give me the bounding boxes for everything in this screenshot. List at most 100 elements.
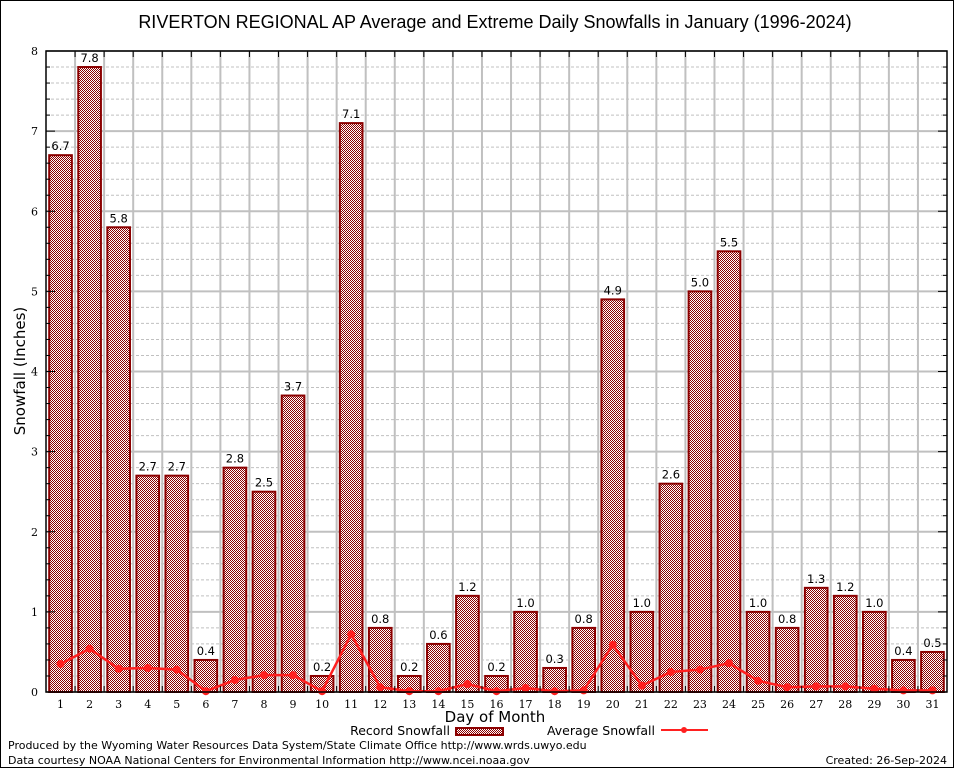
x-tick-label: 11	[344, 698, 358, 711]
bar-label-day-4: 2.7	[139, 460, 157, 474]
chart-title: RIVERTON REGIONAL AP Average and Extreme…	[138, 12, 851, 32]
average-point-day-7	[230, 675, 239, 684]
bar-day-20	[600, 298, 626, 693]
x-tick-label: 27	[809, 698, 823, 711]
average-point-day-31	[928, 686, 937, 695]
y-tick-labels: 0 1 2 3 4 5 6 7 8	[31, 45, 38, 699]
bar-day-26	[774, 626, 800, 694]
average-point-day-14	[434, 687, 443, 696]
bar-day-8	[251, 490, 277, 693]
x-tick-label: 2	[86, 698, 93, 711]
record-bars	[48, 66, 945, 694]
bar-label-day-21: 1.0	[633, 596, 651, 610]
average-point-day-6	[201, 687, 210, 696]
bar-day-4	[135, 474, 161, 693]
bar-label-day-25: 1.0	[749, 596, 767, 610]
bar-label-day-24: 5.5	[720, 235, 738, 249]
x-tick-label: 7	[231, 698, 238, 711]
x-tick-label: 8	[260, 698, 267, 711]
footer-data-courtesy: Data courtesy NOAA National Centers for …	[8, 754, 530, 767]
bar-label-day-5: 2.7	[168, 460, 186, 474]
grid	[46, 50, 947, 693]
bar-day-5	[164, 474, 190, 693]
x-tick-label: 14	[431, 698, 445, 711]
bar-day-22	[658, 482, 684, 693]
average-point-day-4	[143, 663, 152, 672]
bar-day-31	[920, 650, 945, 693]
bar-label-day-16: 0.2	[487, 660, 505, 674]
y-tick-label: 6	[31, 205, 38, 218]
footer-produced-by: Produced by the Wyoming Water Resources …	[8, 739, 587, 752]
average-point-day-29	[870, 684, 879, 693]
bar-label-day-29: 1.0	[865, 596, 883, 610]
bar-label-day-17: 1.0	[516, 596, 534, 610]
bar-label-day-10: 0.2	[313, 660, 331, 674]
bar-label-day-3: 5.8	[110, 211, 128, 225]
x-tick-label: 13	[402, 698, 416, 711]
average-point-day-17	[521, 683, 530, 692]
bar-label-day-28: 1.2	[836, 580, 854, 594]
bar-label-day-14: 0.6	[429, 628, 447, 642]
x-tick-label: 22	[664, 698, 678, 711]
x-tick-label: 1	[57, 698, 64, 711]
x-tick-label: 18	[548, 698, 562, 711]
average-point-day-22	[666, 667, 675, 676]
bar-day-29	[862, 610, 887, 693]
average-point-day-18	[550, 687, 559, 696]
x-tick-label: 12	[373, 698, 387, 711]
bar-day-19	[571, 626, 597, 694]
x-tick-label: 3	[115, 698, 122, 711]
bar-label-day-26: 0.8	[778, 612, 796, 626]
legend-swatch-average-marker	[681, 727, 687, 733]
x-tick-label: 20	[606, 698, 620, 711]
average-point-day-2	[85, 644, 94, 653]
bar-day-23	[687, 290, 713, 693]
bar-label-day-23: 5.0	[691, 275, 709, 289]
x-tick-label: 28	[838, 698, 852, 711]
bar-day-28	[832, 594, 858, 693]
y-tick-label: 8	[31, 45, 38, 58]
bar-day-17	[513, 610, 538, 693]
average-point-day-5	[172, 665, 181, 674]
y-tick-label: 1	[31, 606, 38, 619]
bar-day-3	[106, 226, 131, 693]
bar-label-day-13: 0.2	[400, 660, 418, 674]
legend: Record Snowfall Average Snowfall	[350, 723, 708, 738]
x-tick-labels: 1 2 3 4 5 6 7 8 9 10 11 12 13 14 15 16 17 18 19 20 21 22 23 24 2…	[57, 698, 939, 711]
bar-labels: 6.7 7.8 5.8 2.7 2.7 0.4 2.8 2.5 3.7 0.2 7.1 0.8 0.2 0…	[51, 51, 941, 674]
bar-label-day-2: 7.8	[80, 51, 98, 65]
average-point-day-11	[347, 630, 356, 639]
bar-label-day-12: 0.8	[371, 612, 389, 626]
bar-day-15	[455, 594, 480, 693]
footer-created-date: Created: 26-Sep-2024	[826, 754, 947, 767]
x-tick-label: 5	[173, 698, 180, 711]
bar-label-day-30: 0.4	[894, 644, 912, 658]
x-tick-label: 9	[290, 698, 297, 711]
y-axis-label: Snowfall (Inches)	[11, 307, 29, 435]
x-tick-label: 24	[722, 698, 736, 711]
legend-swatch-record	[455, 727, 504, 736]
average-point-day-13	[405, 687, 414, 696]
average-point-day-25	[754, 676, 763, 685]
average-point-day-23	[695, 665, 704, 674]
x-tick-label: 6	[202, 698, 209, 711]
average-point-day-1	[56, 659, 65, 668]
average-point-day-19	[579, 686, 588, 695]
x-tick-label: 4	[144, 698, 151, 711]
bar-label-day-7: 2.8	[226, 452, 244, 466]
y-tick-label: 7	[31, 125, 38, 138]
x-tick-label: 17	[519, 698, 533, 711]
y-tick-label: 5	[31, 285, 38, 298]
bar-day-7	[222, 466, 248, 693]
y-tick-label: 4	[31, 366, 38, 379]
average-point-day-3	[114, 664, 123, 673]
average-point-day-15	[463, 679, 472, 688]
bar-day-21	[629, 610, 655, 693]
bar-label-day-1: 6.7	[51, 139, 69, 153]
axes	[45, 50, 948, 693]
bar-label-day-11: 7.1	[342, 107, 360, 121]
average-point-day-12	[376, 683, 385, 692]
x-tick-label: 31	[925, 698, 939, 711]
x-tick-label: 10	[315, 698, 329, 711]
